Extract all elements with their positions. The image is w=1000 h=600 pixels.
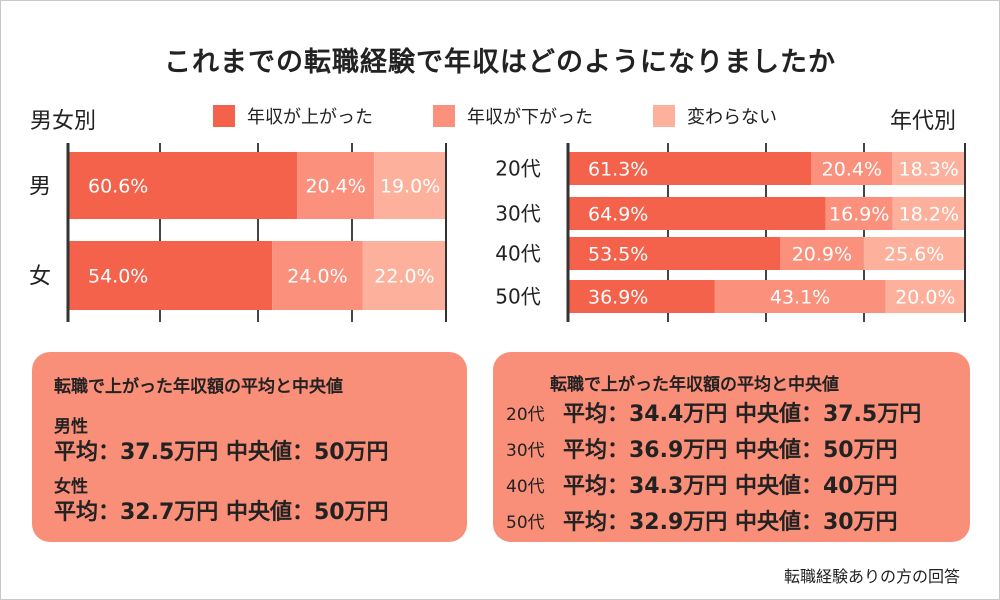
age-bar-segment <box>863 237 965 270</box>
legend-item-decreased: 年収が下がった <box>433 103 593 129</box>
age-row-stats: 平均：34.4万円 中央値：37.5万円 <box>563 402 922 427</box>
age-value-label: 18.2% <box>899 203 959 225</box>
gender-value-label: 54.0% <box>88 265 148 287</box>
age-row-stats: 平均：34.3万円 中央値：40万円 <box>563 474 898 499</box>
gender-bar-segment <box>374 152 446 219</box>
gender-value-label: 60.6% <box>88 175 148 197</box>
age-category-label: 40代 <box>495 242 540 266</box>
age-chart-heading: 年代別 <box>890 109 957 134</box>
age-bar-segment <box>568 280 715 313</box>
legend-label-unchanged: 変わらない <box>687 107 777 128</box>
gender-value-label: 22.0% <box>374 265 434 287</box>
male-label: 男性 <box>54 417 88 437</box>
gender-category-label: 女 <box>29 264 51 289</box>
age-bar-segment <box>568 197 826 230</box>
age-summary-heading: 転職で上がった年収額の平均と中央値 <box>550 375 839 395</box>
legend-item-increased: 年収が上がった <box>213 103 373 129</box>
legend-swatch-unchanged <box>653 105 675 127</box>
age-category-label: 20代 <box>495 157 540 181</box>
gender-bar-segment <box>272 241 363 310</box>
gender-category-label: 男 <box>29 174 51 199</box>
age-row-stats: 平均：36.9万円 中央値：50万円 <box>563 438 898 463</box>
gender-bar-segment <box>68 152 298 219</box>
age-value-label: 36.9% <box>588 286 648 308</box>
age-value-label: 61.3% <box>588 158 648 180</box>
legend-swatch-increased <box>213 105 235 127</box>
gender-value-label: 19.0% <box>380 175 440 197</box>
age-row-label: 50代 <box>506 513 545 533</box>
gender-bar-segment <box>297 152 375 219</box>
gender-value-label: 20.4% <box>305 175 365 197</box>
legend-item-unchanged: 変わらない <box>653 103 777 129</box>
age-row-label: 40代 <box>506 477 545 497</box>
gender-summary-heading: 転職で上がった年収額の平均と中央値 <box>54 377 343 397</box>
age-value-label: 20.0% <box>895 286 955 308</box>
age-value-label: 18.3% <box>898 158 958 180</box>
age-value-label: 64.9% <box>588 203 648 225</box>
female-label: 女性 <box>54 477 88 497</box>
gender-bar-segment <box>362 241 446 310</box>
age-row-label: 20代 <box>506 405 545 425</box>
age-bar-segment <box>714 280 886 313</box>
age-bar-segment <box>892 197 965 230</box>
age-bar-segment <box>568 237 781 270</box>
gender-bar-segment <box>68 241 273 310</box>
age-category-label: 30代 <box>495 202 540 226</box>
age-category-label: 50代 <box>495 285 540 309</box>
age-value-label: 25.6% <box>884 243 944 265</box>
legend-label-decreased: 年収が下がった <box>467 107 593 128</box>
gender-summary-panel: 転職で上がった年収額の平均と中央値 男性 平均：37.5万円 中央値：50万円 … <box>32 352 467 542</box>
footnote: 転職経験ありの方の回答 <box>783 567 960 586</box>
gender-chart-heading: 男女別 <box>30 109 97 134</box>
age-value-label: 20.4% <box>822 158 882 180</box>
age-row-stats: 平均：32.9万円 中央値：30万円 <box>563 510 898 535</box>
female-stats: 平均：32.7万円 中央値：50万円 <box>54 500 389 525</box>
age-row-label: 30代 <box>506 441 545 461</box>
male-stats: 平均：37.5万円 中央値：50万円 <box>54 440 389 465</box>
age-bar-segment <box>780 237 864 270</box>
gender-value-label: 24.0% <box>287 265 347 287</box>
legend-swatch-decreased <box>433 105 455 127</box>
age-bar-segment <box>892 152 965 185</box>
legend-label-increased: 年収が上がった <box>247 107 373 128</box>
age-bar-segment <box>885 280 965 313</box>
age-bar-segment <box>825 197 893 230</box>
age-value-label: 43.1% <box>770 286 830 308</box>
age-bar-segment <box>568 152 812 185</box>
age-value-label: 53.5% <box>588 243 648 265</box>
age-bar-segment <box>811 152 893 185</box>
age-summary-panel: 転職で上がった年収額の平均と中央値 20代 平均：34.4万円 中央値：37.5… <box>493 352 970 542</box>
age-value-label: 20.9% <box>792 243 852 265</box>
age-value-label: 16.9% <box>829 203 889 225</box>
page-title: これまでの転職経験で年収はどのようになりましたか <box>164 47 836 78</box>
